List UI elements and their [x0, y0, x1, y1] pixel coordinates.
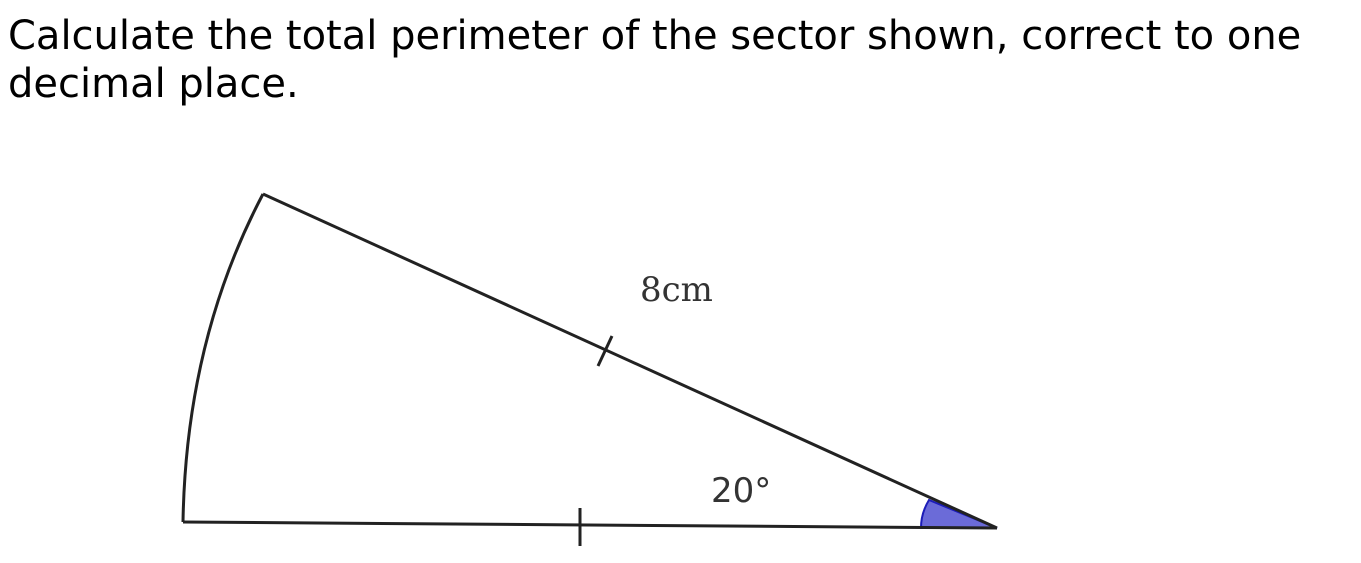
question-text: Calculate the total perimeter of the sec…	[8, 13, 1302, 107]
tick-mark-upper	[596, 335, 614, 367]
angle-label: 20°	[711, 471, 771, 511]
upper-radius-edge	[262, 192, 998, 530]
sector-arc	[181, 193, 265, 523]
radius-label: 8cm	[640, 270, 713, 310]
lower-radius-edge	[182, 520, 998, 530]
